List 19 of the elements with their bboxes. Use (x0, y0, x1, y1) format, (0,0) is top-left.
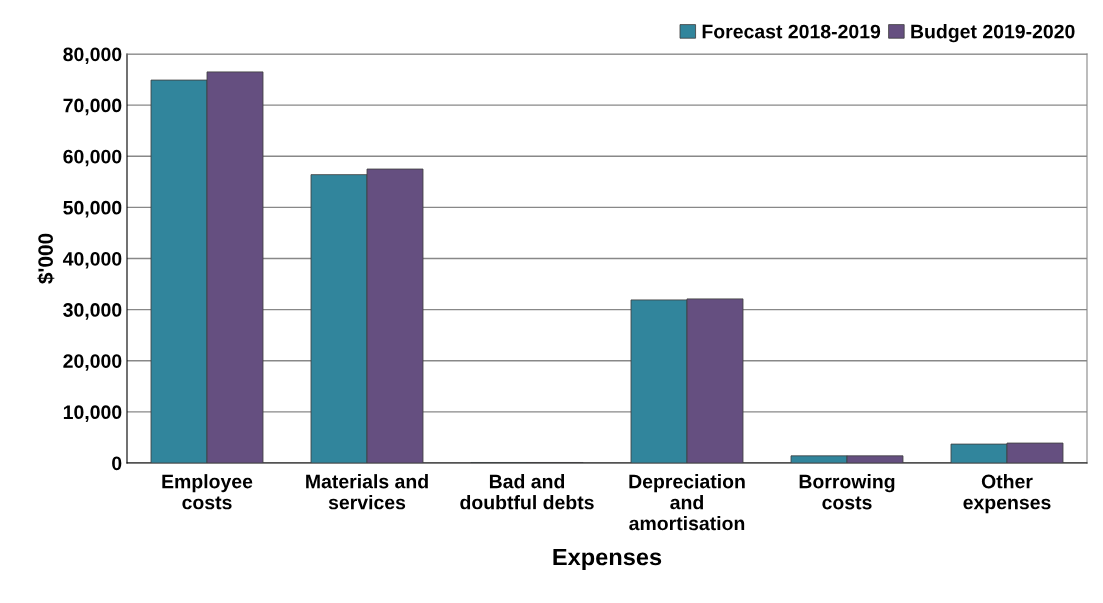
x-tick-label: Materials and services (306, 474, 428, 510)
x-tick-label: Depreciation and amortisation (629, 474, 745, 531)
y-tick-label: 10,000 (63, 405, 122, 422)
legend-label: Budget 2019-2020 (911, 24, 1075, 43)
y-tick-label: 80,000 (63, 47, 122, 65)
legend-label: Forecast 2018-2019 (702, 24, 881, 39)
x-tick-label: Other expenses (963, 474, 1051, 514)
y-axis-title: $'000 (37, 233, 55, 284)
y-tick-label: 0 (112, 456, 122, 471)
x-tick-label: Borrowing costs (799, 474, 895, 510)
y-tick-label: 50,000 (63, 200, 122, 218)
y-tick-label: 30,000 (63, 303, 122, 320)
y-tick-label: 70,000 (63, 98, 122, 116)
x-axis-title: Expenses (553, 548, 662, 571)
y-tick-label: 40,000 (62, 251, 122, 269)
y-tick-label: 20,000 (63, 354, 122, 371)
x-tick-label: Bad and doubtful debts (460, 474, 594, 510)
x-tick-label: Employee costs (162, 474, 253, 510)
y-tick-label: 60,000 (63, 149, 122, 167)
